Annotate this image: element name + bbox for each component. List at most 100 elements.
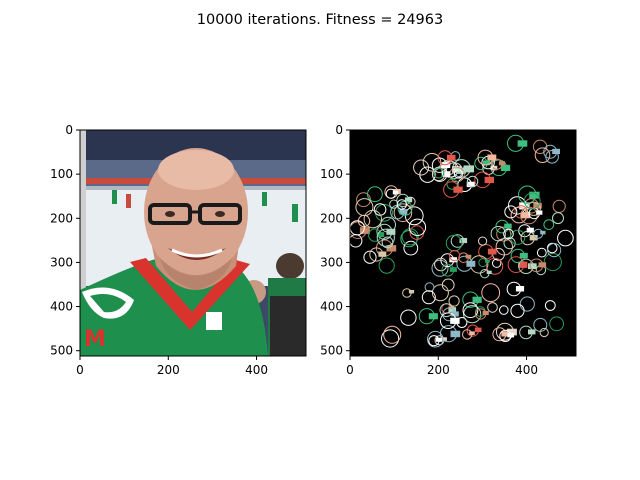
evolved-face-icon: [381, 236, 394, 249]
evolved-block-shape: [482, 310, 489, 315]
evolved-face-icon: [462, 302, 479, 319]
evolved-block-shape: [529, 235, 538, 241]
right-y-tick-label: 200: [320, 211, 343, 225]
evolved-block-shape: [408, 290, 415, 294]
evolved-block-shape: [529, 191, 540, 199]
evolved-face-icon: [422, 153, 442, 172]
evolved-face-icon: [503, 228, 514, 240]
evolved-face-icon: [486, 257, 504, 275]
figure-suptitle: 10000 iterations. Fitness = 24963: [197, 12, 443, 28]
evolved-block-shape: [466, 181, 475, 188]
evolved-face-icon: [421, 290, 436, 305]
evolved-face-icon: [400, 309, 417, 326]
evolved-face-icon: [424, 282, 435, 293]
evolved-image-shapes: [350, 134, 574, 348]
original-photo: M: [80, 130, 306, 356]
evolved-face-icon: [504, 205, 518, 219]
evolved-block-shape: [507, 332, 515, 338]
svg-text:M: M: [84, 327, 106, 352]
left-y-tick-label: 300: [50, 255, 73, 269]
left-y-tick-label: 400: [50, 300, 73, 314]
evolved-face-icon: [503, 237, 516, 250]
evolved-block-shape: [515, 286, 525, 292]
evolved-block-shape: [386, 245, 397, 252]
evolved-face-icon: [510, 229, 526, 245]
evolved-block-shape: [519, 252, 528, 259]
evolved-block-shape: [378, 251, 387, 257]
evolved-block-shape: [528, 263, 537, 270]
right-x-tick-label: 200: [427, 363, 450, 377]
evolved-face-icon: [478, 236, 488, 246]
evolved-block-shape: [450, 330, 461, 338]
evolved-face-icon: [401, 228, 419, 246]
evolved-face-icon: [393, 203, 413, 222]
evolved-block-shape: [487, 248, 497, 255]
right-x-tick-label: 0: [346, 363, 354, 377]
left-x-tick-label: 200: [157, 363, 180, 377]
evolved-face-icon: [510, 303, 525, 318]
evolved-block-shape: [501, 331, 510, 337]
evolved-face-icon: [413, 159, 430, 176]
left-x-tick-label: 400: [245, 363, 268, 377]
evolved-block-shape: [528, 329, 536, 335]
evolved-face-icon: [427, 330, 444, 348]
evolved-block-shape: [447, 154, 456, 161]
original-image-panel: M 0 200 400 0 100 200 300 400 500: [50, 123, 307, 377]
evolved-face-icon: [534, 147, 551, 163]
evolved-block-shape: [517, 140, 528, 147]
evolved-block-shape: [435, 337, 442, 342]
evolved-face-icon: [363, 209, 382, 229]
evolved-block-shape: [483, 160, 491, 166]
left-y-tick-label: 500: [50, 344, 73, 358]
evolved-face-icon: [557, 229, 574, 247]
right-axes-frame: [349, 129, 577, 357]
evolved-face-icon: [526, 201, 541, 216]
evolved-block-shape: [519, 202, 530, 210]
left-axes-frame: [79, 129, 307, 357]
evolved-face-icon: [431, 259, 449, 277]
right-y-tick-label: 300: [320, 255, 343, 269]
evolved-face-icon: [378, 257, 395, 274]
evolved-block-shape: [518, 261, 528, 268]
evolved-block-shape: [392, 190, 399, 195]
evolved-block-shape: [465, 254, 472, 259]
evolved-face-icon: [383, 325, 402, 344]
evolved-face-icon: [400, 230, 418, 248]
evolved-face-icon: [404, 206, 424, 226]
right-y-tick-label: 500: [320, 344, 343, 358]
right-y-tick-label: 100: [320, 167, 343, 181]
evolved-face-icon: [433, 167, 445, 179]
right-y-tick-label: 400: [320, 300, 343, 314]
evolved-face-icon: [536, 247, 547, 258]
right-x-tick-label: 400: [515, 363, 538, 377]
evolved-block-shape: [520, 212, 531, 219]
evolved-block-shape: [466, 260, 476, 267]
evolved-block-shape: [526, 227, 534, 233]
evolved-block-shape: [469, 331, 475, 336]
evolved-face-icon: [490, 225, 506, 242]
evolved-block-shape: [459, 238, 468, 244]
evolved-face-icon: [466, 175, 479, 188]
evolved-face-icon: [499, 305, 509, 315]
evolved-face-icon: [389, 199, 399, 209]
evolved-block-shape: [538, 262, 547, 268]
evolved-face-icon: [543, 219, 555, 231]
evolved-block-shape: [386, 228, 396, 235]
evolved-face-icon: [403, 240, 419, 256]
evolved-face-icon: [487, 302, 498, 313]
evolved-face-icon: [453, 169, 463, 179]
evolved-block-shape: [540, 230, 546, 235]
evolved-face-icon: [496, 226, 512, 242]
evolved-block-shape: [449, 267, 457, 272]
evolved-face-icon: [539, 327, 549, 338]
evolved-block-shape: [453, 186, 463, 193]
evolved-block-shape: [500, 164, 511, 171]
left-y-tick-label: 100: [50, 167, 73, 181]
evolved-face-icon: [547, 243, 562, 258]
left-y-tick-label: 200: [50, 211, 73, 225]
evolved-block-shape: [472, 296, 482, 303]
evolved-block-shape: [450, 317, 460, 324]
evolved-face-icon: [408, 218, 427, 237]
evolved-face-icon: [448, 295, 460, 307]
